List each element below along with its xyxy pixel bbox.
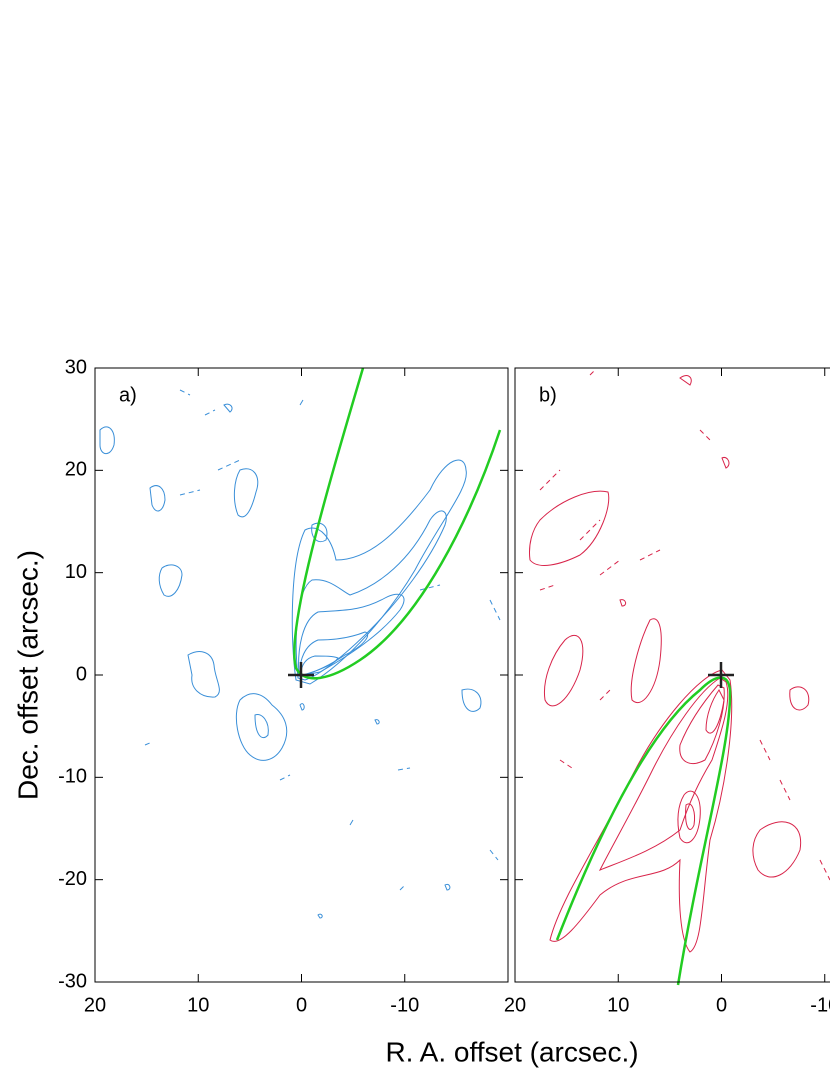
panel-a-contours (99, 389, 501, 919)
x-tick-label: 10 (607, 994, 629, 1016)
x-axis-label: R. A. offset (arcsec.) (385, 1036, 638, 1067)
fit-curves (293, 367, 732, 986)
y-tick-label: -10 (58, 766, 87, 788)
y-tick-label: 0 (76, 663, 87, 685)
x-tick-label: -10 (390, 994, 419, 1016)
panel-label: a) (119, 384, 137, 406)
x-tick-label: 0 (296, 994, 307, 1016)
y-tick-label: 10 (65, 561, 87, 583)
x-tick-label: 0 (716, 994, 727, 1016)
x-tick-label: 20 (84, 994, 106, 1016)
panel-b-contours (529, 369, 830, 953)
y-tick-label: -20 (58, 868, 87, 890)
source-markers (288, 662, 734, 688)
y-tick-label: 30 (65, 356, 87, 378)
panel-label: b) (539, 384, 557, 406)
x-tick-label: 20 (504, 994, 526, 1016)
plot-frame (514, 367, 830, 983)
y-tick-label: 20 (65, 459, 87, 481)
x-tick-label: -10 (810, 994, 830, 1016)
y-axis-label: Dec. offset (arcsec.) (12, 550, 43, 800)
x-tick-label: 10 (187, 994, 209, 1016)
y-tick-label: -30 (58, 970, 87, 992)
